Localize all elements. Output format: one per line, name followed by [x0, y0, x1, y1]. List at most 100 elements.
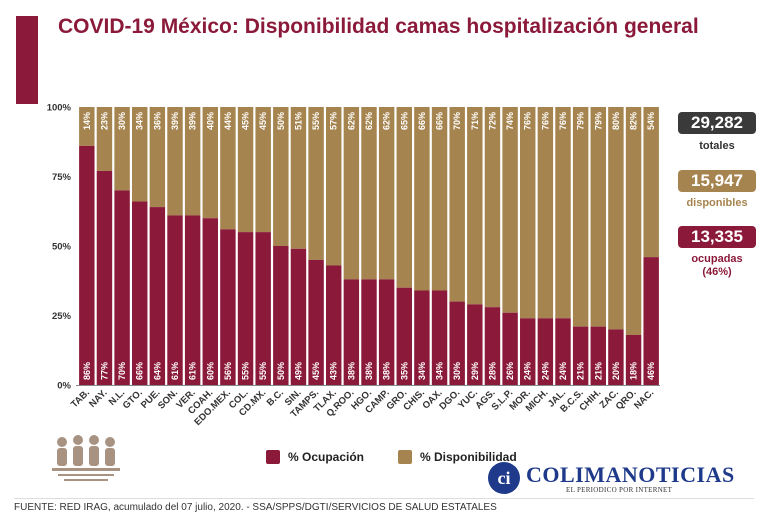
category-label: GTO. [121, 387, 145, 411]
legend-swatch-occupied [266, 450, 280, 464]
bar-occupied [255, 232, 271, 385]
occupied-beds-value: 13,335 [678, 226, 756, 248]
occupied-percent-label: 18% [629, 362, 639, 380]
available-percent-label: 34% [135, 112, 145, 130]
available-percent-label: 30% [117, 112, 127, 130]
available-percent-label: 62% [382, 112, 392, 130]
occupied-percent-label: 26% [505, 362, 515, 380]
occupied-percent-label: 21% [576, 362, 586, 380]
occupied-beds-percent: (46%) [702, 266, 732, 278]
bar-occupied [643, 257, 659, 385]
bar-available [555, 107, 571, 319]
bar-available [590, 107, 606, 327]
y-tick-label: 100% [47, 103, 72, 114]
bar-available [361, 107, 377, 280]
available-percent-label: 76% [540, 112, 550, 130]
occupied-percent-label: 55% [241, 362, 251, 380]
available-beds-value: 15,947 [678, 170, 756, 192]
available-percent-label: 39% [188, 112, 198, 130]
occupied-percent-label: 46% [646, 362, 656, 380]
bar-available [396, 107, 412, 288]
occupied-percent-label: 61% [170, 362, 180, 380]
available-percent-label: 44% [223, 112, 233, 130]
occupied-percent-label: 29% [470, 362, 480, 380]
occupied-percent-label: 24% [558, 362, 568, 380]
occupied-percent-label: 34% [417, 362, 427, 380]
occupied-percent-label: 28% [487, 362, 497, 380]
bar-occupied [184, 215, 201, 385]
y-tick-label: 25% [52, 311, 72, 322]
bar-available [537, 107, 554, 319]
available-percent-label: 66% [435, 112, 445, 130]
bar-occupied [502, 312, 518, 385]
bar-available [572, 107, 589, 327]
available-percent-label: 62% [346, 112, 356, 130]
occupied-percent-label: 50% [276, 362, 286, 380]
bar-available [449, 107, 465, 302]
bar-occupied [96, 170, 113, 385]
available-percent-label: 45% [258, 112, 268, 130]
bar-occupied [608, 329, 624, 385]
bar-available [167, 107, 183, 216]
bar-occupied [467, 304, 483, 385]
bar-occupied [537, 318, 554, 385]
bar-occupied [326, 265, 342, 385]
bar-available [149, 107, 166, 208]
bar-occupied [590, 326, 606, 385]
bar-available [273, 107, 289, 246]
occupied-percent-label: 38% [346, 362, 356, 380]
available-percent-label: 74% [505, 112, 515, 130]
available-percent-label: 76% [523, 112, 533, 130]
bar-available [255, 107, 271, 233]
available-percent-label: 76% [558, 112, 568, 130]
bar-available [308, 107, 324, 260]
bar-occupied [202, 218, 218, 385]
bar-available [79, 107, 95, 146]
occupied-beds-label: ocupadas [691, 253, 743, 265]
available-percent-label: 82% [629, 112, 639, 130]
available-percent-label: 65% [399, 112, 409, 130]
bar-occupied [132, 201, 148, 385]
brand-tagline: EL PERIODICO POR INTERNET [566, 486, 673, 494]
bar-available [502, 107, 518, 313]
bar-occupied [484, 307, 501, 385]
bar-occupied [343, 279, 360, 385]
bar-occupied [449, 301, 465, 385]
category-label: NAY. [87, 387, 109, 409]
occupied-percent-label: 70% [117, 362, 127, 380]
occupied-percent-label: 20% [611, 362, 621, 380]
historic-figures-emblem-icon [52, 435, 120, 481]
brand-initials: ci [488, 462, 520, 494]
bar-available [378, 107, 395, 280]
bar-available [202, 107, 218, 219]
occupied-percent-label: 64% [152, 362, 162, 380]
occupied-percent-label: 45% [311, 362, 321, 380]
occupied-percent-label: 24% [540, 362, 550, 380]
bar-occupied [414, 290, 430, 385]
available-percent-label: 79% [576, 112, 586, 130]
bar-occupied [167, 215, 183, 385]
bar-occupied [149, 207, 166, 385]
bar-occupied [290, 248, 307, 385]
available-percent-label: 66% [417, 112, 427, 130]
available-percent-label: 55% [311, 112, 321, 130]
available-percent-label: 80% [611, 112, 621, 130]
occupied-percent-label: 49% [293, 362, 303, 380]
category-label: TAB. [69, 387, 92, 410]
available-percent-label: 79% [593, 112, 603, 130]
occupied-percent-label: 56% [223, 362, 233, 380]
available-beds-label: disponibles [686, 197, 748, 209]
bar-occupied [378, 279, 395, 385]
bar-occupied [361, 279, 377, 385]
bar-available [343, 107, 360, 280]
bar-available [467, 107, 483, 305]
available-percent-label: 71% [470, 112, 480, 130]
bar-occupied [431, 290, 448, 385]
available-percent-label: 54% [646, 112, 656, 130]
bar-occupied [308, 259, 324, 385]
bar-occupied [273, 246, 289, 385]
bar-occupied [520, 318, 536, 385]
occupied-percent-label: 24% [523, 362, 533, 380]
bar-occupied [220, 229, 236, 385]
legend-label-available: % Disponibilidad [420, 450, 517, 464]
